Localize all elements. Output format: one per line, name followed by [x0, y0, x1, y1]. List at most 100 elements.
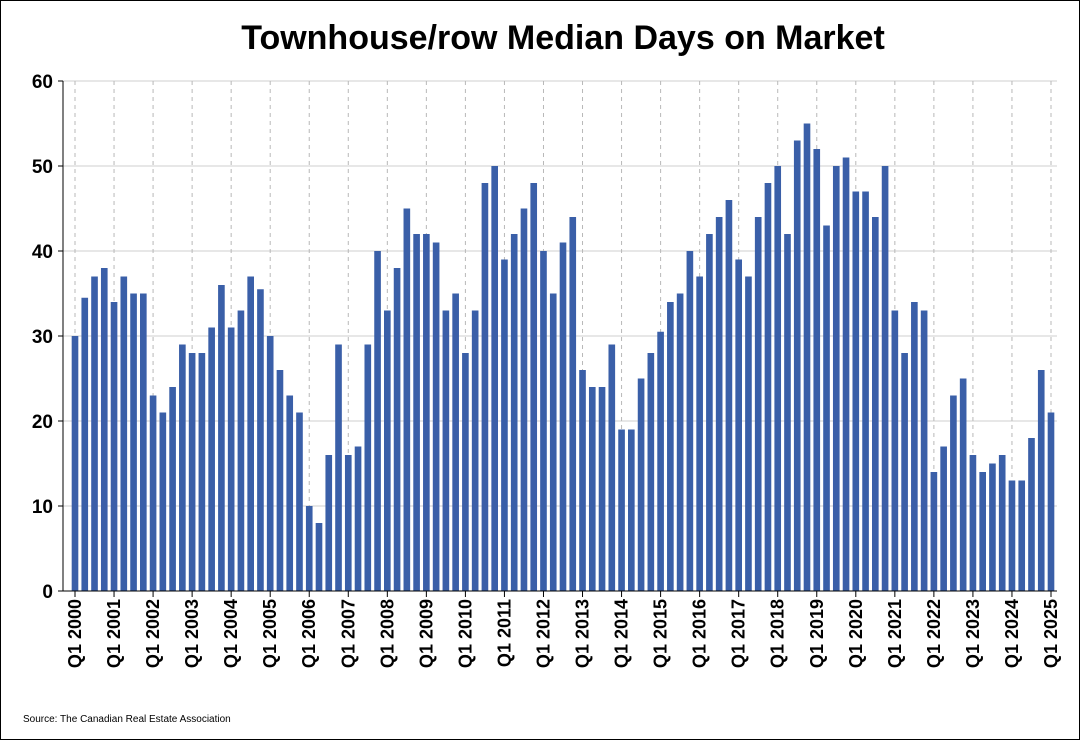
bar: [432, 242, 440, 591]
bar: [608, 344, 616, 591]
bar: [208, 327, 215, 591]
bar: [81, 297, 89, 591]
bar: [237, 310, 245, 591]
bar: [344, 455, 352, 591]
y-tick-label: 0: [42, 582, 53, 603]
bar: [149, 395, 157, 591]
bar: [569, 217, 577, 591]
x-tick-label: Q1 2004: [221, 599, 241, 668]
bar: [374, 251, 381, 591]
bar: [725, 200, 733, 591]
bar: [247, 276, 254, 591]
bar: [657, 331, 664, 591]
bar: [188, 353, 196, 591]
bar: [354, 446, 362, 591]
x-tick-label: Q1 2008: [377, 599, 397, 668]
bar: [100, 268, 108, 591]
bar: [257, 289, 264, 591]
bar: [120, 276, 128, 591]
bar: [803, 123, 811, 591]
x-tick-label: Q1 2022: [924, 599, 944, 668]
bar: [979, 472, 986, 591]
bar: [218, 285, 225, 591]
bar: [110, 302, 118, 591]
bar: [598, 387, 606, 591]
bar: [159, 412, 167, 591]
bar: [510, 234, 518, 591]
x-tick-label: Q1 2002: [143, 599, 163, 668]
bar: [901, 353, 908, 591]
x-tick-label: Q1 2005: [260, 599, 280, 668]
bar: [579, 370, 586, 591]
x-tick-label: Q1 2025: [1041, 599, 1061, 668]
bar: [793, 140, 801, 591]
bar: [813, 149, 821, 591]
source-note: Source: The Canadian Real Estate Associa…: [23, 714, 231, 725]
x-tick-label: Q1 2000: [65, 599, 85, 668]
bar: [530, 183, 538, 591]
bar: [862, 191, 869, 591]
bar: [832, 166, 840, 591]
bar: [774, 166, 782, 591]
y-tick-label: 50: [32, 157, 53, 178]
bar: [823, 225, 830, 591]
bar: [667, 302, 674, 591]
bar: [325, 455, 333, 591]
bar: [276, 370, 284, 591]
bar: [872, 217, 879, 591]
bar: [628, 429, 635, 591]
bar: [481, 183, 489, 591]
bar: [920, 310, 928, 591]
bar: [442, 310, 450, 591]
bar: [911, 302, 918, 591]
bar: [130, 293, 137, 591]
bar: [940, 446, 947, 591]
bar: [364, 344, 372, 591]
bar: [881, 166, 889, 591]
bar: [315, 523, 323, 591]
x-tick-label: Q1 2007: [338, 599, 358, 668]
bar: [891, 310, 899, 591]
bar: [696, 276, 703, 591]
bar: [423, 234, 430, 591]
y-axis-ticks: 0 10 20 30 40 50 60: [32, 72, 63, 603]
x-tick-label: Q1 2016: [690, 599, 710, 668]
x-tick-label: Q1 2012: [533, 599, 553, 668]
bar: [403, 208, 411, 591]
bar: [676, 293, 684, 591]
bar: [930, 472, 938, 591]
x-tick-label: Q1 2018: [768, 599, 788, 668]
bar: [452, 293, 459, 591]
y-tick-label: 40: [32, 242, 53, 263]
bar: [71, 336, 79, 591]
bar: [784, 234, 791, 591]
bar: [706, 234, 713, 591]
bar: [735, 259, 742, 591]
bar: [842, 157, 850, 591]
x-tick-label: Q1 2011: [494, 599, 514, 667]
bar: [520, 208, 528, 591]
x-tick-label: Q1 2017: [729, 599, 749, 668]
bar: [140, 293, 147, 591]
bar: [169, 387, 176, 591]
bar: [950, 395, 957, 591]
bar: [764, 183, 772, 591]
bar: [91, 276, 98, 591]
x-tick-label: Q1 2019: [807, 599, 827, 668]
y-tick-label: 20: [32, 412, 53, 433]
x-tick-label: Q1 2024: [1002, 599, 1022, 668]
bar: [852, 191, 860, 591]
bar: [647, 353, 655, 591]
x-tick-label: Q1 2021: [885, 599, 905, 668]
x-tick-label: Q1 2010: [455, 599, 475, 668]
bar: [335, 344, 342, 591]
y-tick-label: 60: [32, 72, 53, 93]
bar: [618, 429, 625, 591]
y-tick-label: 30: [32, 327, 53, 348]
bar: [588, 387, 596, 591]
bar: [179, 344, 186, 591]
x-tick-label: Q1 2006: [299, 599, 319, 668]
bar: [501, 259, 508, 591]
